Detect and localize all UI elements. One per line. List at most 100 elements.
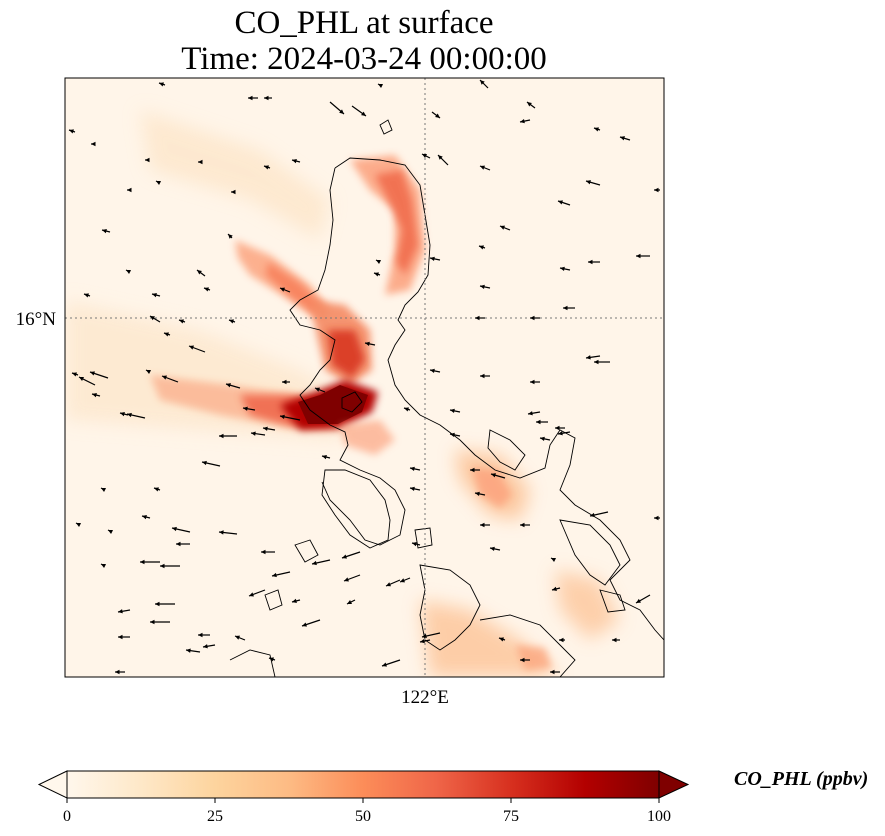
wind-arrow-head bbox=[90, 371, 95, 376]
plume-northeast-core bbox=[375, 170, 418, 275]
coastline-samar-west bbox=[559, 519, 621, 586]
wind-arrow-head bbox=[636, 253, 641, 259]
wind-arrow-head bbox=[480, 373, 485, 379]
wind-arrow-head bbox=[228, 234, 233, 239]
wind-arrow-head bbox=[475, 315, 480, 321]
wind-arrow-head bbox=[264, 95, 269, 101]
wind-arrow-head bbox=[422, 154, 428, 158]
colorbar-tick-label: 0 bbox=[63, 808, 71, 825]
wind-arrow-head bbox=[499, 637, 504, 642]
wind-arrow-head bbox=[159, 82, 164, 87]
wind-arrow-head bbox=[249, 592, 254, 597]
wind-arrow-head bbox=[172, 526, 177, 532]
wind-arrow-head bbox=[292, 598, 297, 604]
wind-arrow-head bbox=[76, 523, 82, 527]
wind-arrow-head bbox=[108, 530, 114, 534]
wind-arrow-head bbox=[594, 127, 599, 132]
wind-arrow-head bbox=[594, 359, 599, 365]
wind-arrow-head bbox=[374, 272, 379, 277]
wind-arrow-head bbox=[378, 84, 384, 88]
colorbar: 0 25 50 75 100 bbox=[37, 770, 690, 825]
wind-arrow-head bbox=[400, 578, 405, 583]
wind-arrow-head bbox=[101, 488, 107, 492]
wind-arrow-head bbox=[540, 436, 545, 442]
wind-arrow-head bbox=[422, 633, 427, 639]
wind-arrow-head bbox=[154, 487, 159, 492]
wind-arrow-head bbox=[361, 111, 366, 116]
wind-arrow-head bbox=[179, 319, 184, 324]
wind-arrow-head bbox=[480, 284, 485, 290]
wind-arrow-head bbox=[480, 80, 485, 85]
wind-arrow-head bbox=[552, 586, 557, 592]
plume-south-core bbox=[515, 645, 552, 670]
wind-arrow-head bbox=[92, 392, 97, 398]
y-tick-label: 16°N bbox=[16, 309, 57, 330]
wind-arrow-head bbox=[155, 601, 160, 607]
wind-arrow-head bbox=[229, 319, 234, 324]
coastline-bicol bbox=[487, 429, 526, 471]
plume-southeast-coast bbox=[555, 570, 620, 640]
coastline-island-small-2 bbox=[264, 589, 283, 611]
plume-southeast-core bbox=[472, 468, 512, 508]
wind-arrow-head bbox=[261, 549, 266, 555]
wind-arrow-head bbox=[84, 293, 89, 298]
wind-arrow-head bbox=[347, 600, 353, 604]
wind-arrow-head bbox=[118, 609, 123, 614]
wind-arrow-head bbox=[322, 454, 327, 460]
colorbar-tick-label: 50 bbox=[355, 808, 371, 825]
plume-northwest-ridge-core bbox=[266, 262, 322, 314]
wind-arrow-head bbox=[586, 180, 591, 185]
wind-arrow-head bbox=[620, 136, 625, 141]
wind-arrow-head bbox=[152, 292, 157, 298]
wind-arrow-head bbox=[420, 638, 425, 644]
wind-arrow-head bbox=[588, 259, 593, 265]
colorbar-extend-high bbox=[658, 770, 690, 799]
wind-arrow-head bbox=[69, 129, 74, 134]
coastlines bbox=[229, 119, 664, 677]
chart-subtitle: Time: 2024-03-24 00:00:00 bbox=[181, 41, 547, 77]
wind-arrow-head bbox=[197, 270, 202, 275]
wind-arrow-head bbox=[339, 109, 344, 114]
wind-arrow-head bbox=[162, 375, 167, 380]
wind-arrow-head bbox=[412, 541, 417, 547]
wind-arrow-head bbox=[101, 564, 107, 568]
coastline-island-small-3 bbox=[379, 119, 393, 135]
wind-arrow-head bbox=[219, 433, 224, 439]
wind-arrow-head bbox=[251, 431, 256, 436]
wind-arrow-head bbox=[520, 118, 525, 124]
wind-arrow-head bbox=[527, 102, 532, 107]
coastline-island-small-5 bbox=[229, 649, 276, 677]
wind-arrow-head bbox=[186, 648, 191, 653]
wind-arrow-head bbox=[115, 669, 120, 675]
wind-arrow-head bbox=[269, 657, 274, 662]
wind-arrow-head bbox=[559, 637, 564, 643]
wind-arrow-head bbox=[126, 270, 132, 274]
wind-arrow-head bbox=[479, 245, 484, 250]
colorbar-label: CO_PHL (ppbv) bbox=[734, 768, 869, 790]
wind-arrow-head bbox=[231, 189, 236, 195]
wind-arrow-head bbox=[248, 95, 253, 101]
wind-arrow-head bbox=[555, 425, 560, 431]
wind-arrow-head bbox=[410, 466, 415, 472]
wind-arrow-head bbox=[164, 332, 169, 337]
wind-arrow-head bbox=[140, 559, 145, 565]
wind-arrow-head bbox=[272, 572, 277, 578]
wind-arrow-head bbox=[145, 157, 150, 163]
wind-arrow-head bbox=[118, 634, 123, 640]
coastline-luzon-west bbox=[289, 167, 406, 546]
wind-arrow-head bbox=[51, 602, 56, 606]
plume-metro-halo bbox=[340, 420, 395, 455]
wind-arrow-head bbox=[263, 426, 268, 431]
wind-arrow-head bbox=[235, 635, 240, 640]
wind-arrow-head bbox=[150, 619, 155, 625]
wind-arrow-head bbox=[342, 554, 347, 559]
x-tick-label: 122°E bbox=[401, 687, 449, 708]
wind-arrow-head bbox=[198, 159, 203, 165]
wind-arrow-head bbox=[150, 316, 155, 321]
wind-arrow-head bbox=[404, 407, 409, 412]
wind-arrow-head bbox=[530, 315, 535, 321]
wind-arrow-head bbox=[226, 383, 231, 388]
colorbar-tick-label: 100 bbox=[647, 808, 671, 825]
coastline-lake bbox=[341, 391, 363, 413]
wind-arrow-head bbox=[410, 486, 415, 492]
